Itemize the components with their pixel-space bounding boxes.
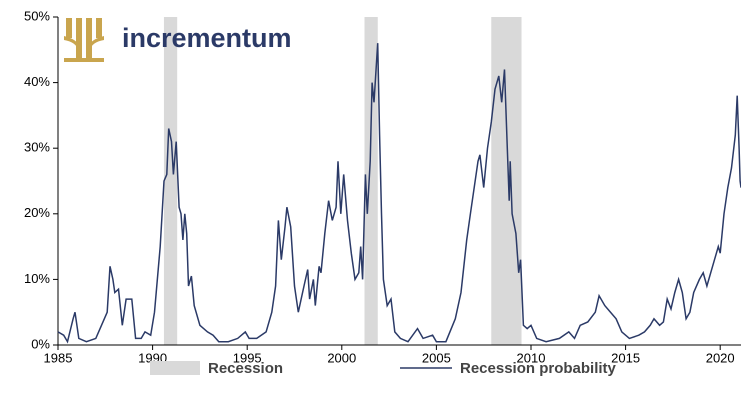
x-tick-label: 2020 <box>706 350 735 365</box>
logo-text: incrementum <box>122 23 292 53</box>
x-tick-label: 1995 <box>233 350 262 365</box>
y-tick-label: 0% <box>31 336 50 351</box>
x-tick-label: 2000 <box>327 350 356 365</box>
recession-band <box>491 17 522 345</box>
y-tick-label: 50% <box>24 8 50 23</box>
y-tick-label: 10% <box>24 271 50 286</box>
logo-icon <box>64 18 104 62</box>
x-tick-label: 2005 <box>422 350 451 365</box>
legend: Recession Recession probability <box>150 360 617 377</box>
y-tick-label: 40% <box>24 74 50 89</box>
probability-line <box>57 43 741 344</box>
recession-band <box>163 17 178 345</box>
x-tick-label: 1985 <box>44 350 73 365</box>
legend-label: Recession <box>208 360 283 377</box>
legend-label: Recession probability <box>460 360 617 377</box>
y-tick-label: 30% <box>24 140 50 155</box>
x-tick-label: 2010 <box>517 350 546 365</box>
legend-swatch <box>150 361 200 375</box>
x-tick-label: 2015 <box>611 350 640 365</box>
y-tick-label: 20% <box>24 205 50 220</box>
